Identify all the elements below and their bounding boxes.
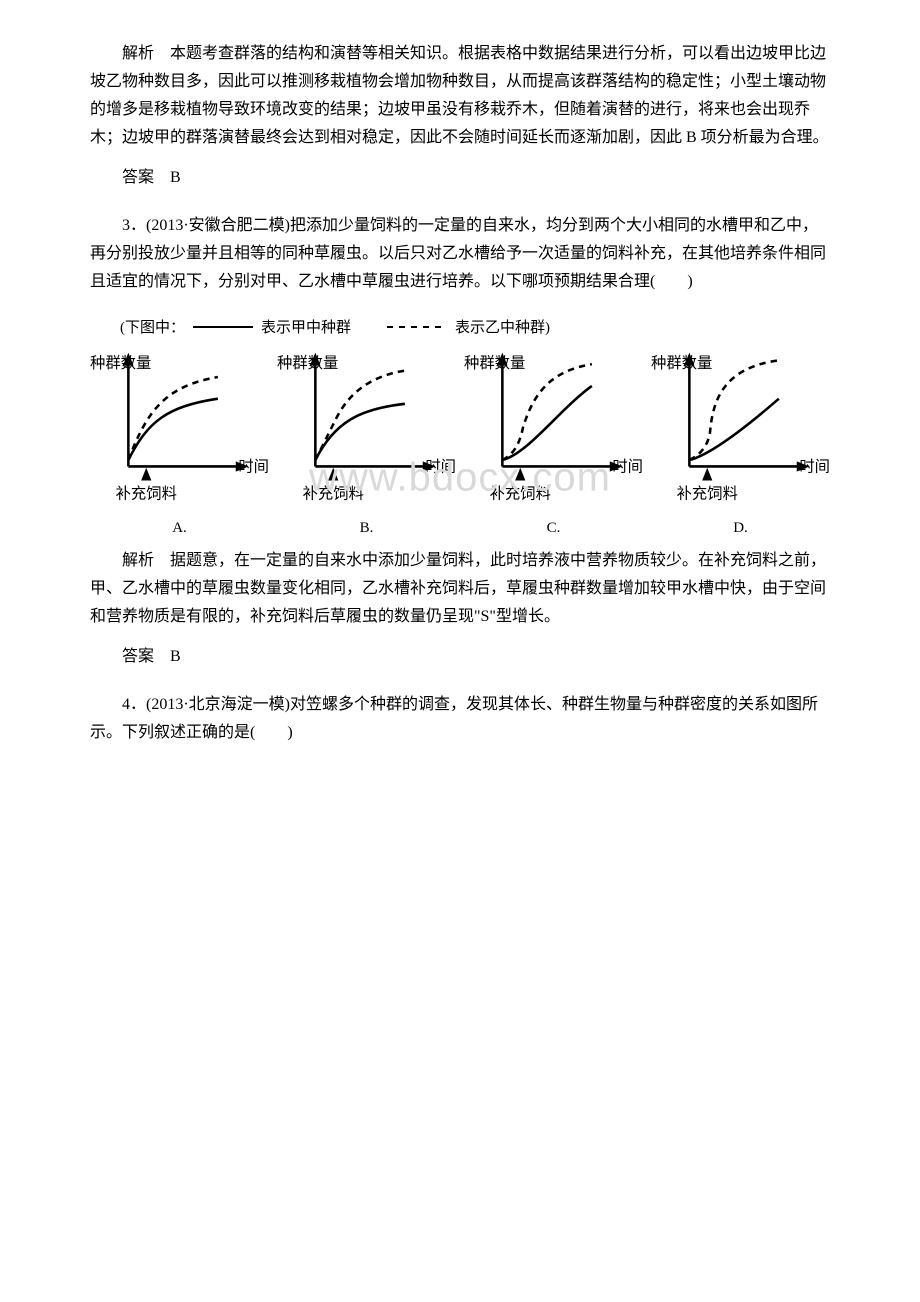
charts-row: 种群数量时间补充饲料A.种群数量时间补充饲料B.种群数量时间补充饲料C.种群数量… xyxy=(90,345,830,537)
svg-text:时间: 时间 xyxy=(799,459,830,476)
figure-q3: (下图中： 表示甲中种群 表示乙中种群) www.bdocx.com 种群数量时… xyxy=(90,316,830,537)
legend-prefix: (下图中： xyxy=(120,316,185,337)
svg-text:补充饲料: 补充饲料 xyxy=(677,485,738,502)
question-3: 3．(2013·安徽合肥二模)把添加少量饲料的一定量的自来水，均分到两个大小相同… xyxy=(90,212,830,296)
svg-text:补充饲料: 补充饲料 xyxy=(303,485,364,502)
svg-text:时间: 时间 xyxy=(612,459,643,476)
chart-option-c: 种群数量时间补充饲料 C. xyxy=(464,345,643,537)
legend-dashed-label: 表示乙中种群) xyxy=(455,316,550,337)
svg-text:时间: 时间 xyxy=(238,459,269,476)
svg-text:补充饲料: 补充饲料 xyxy=(116,485,177,502)
option-label-d: D. xyxy=(733,520,748,537)
legend-solid-label: 表示甲中种群 xyxy=(261,316,351,337)
answer-1: 答案 B xyxy=(90,164,830,192)
option-label-b: B. xyxy=(360,520,374,537)
svg-text:种群数量: 种群数量 xyxy=(651,355,712,372)
svg-text:时间: 时间 xyxy=(425,459,456,476)
option-label-c: C. xyxy=(547,520,561,537)
svg-text:种群数量: 种群数量 xyxy=(277,355,338,372)
svg-text:种群数量: 种群数量 xyxy=(90,355,151,372)
answer-3: 答案 B xyxy=(90,643,830,671)
svg-text:补充饲料: 补充饲料 xyxy=(490,485,551,502)
chart-option-a: 种群数量时间补充饲料 A. xyxy=(90,345,269,537)
chart-option-d: 种群数量时间补充饲料 D. xyxy=(651,345,830,537)
legend-solid-line xyxy=(193,326,253,328)
legend-dashed-line xyxy=(387,326,447,328)
chart-option-b: 种群数量时间补充饲料 B. xyxy=(277,345,456,537)
analysis-paragraph-3: 解析 据题意，在一定量的自来水中添加少量饲料，此时培养液中营养物质较少。在补充饲… xyxy=(90,547,830,631)
option-label-a: A. xyxy=(172,520,187,537)
svg-text:种群数量: 种群数量 xyxy=(464,355,525,372)
question-4: 4．(2013·北京海淀一模)对笠螺多个种群的调查，发现其体长、种群生物量与种群… xyxy=(90,691,830,747)
chart-legend: (下图中： 表示甲中种群 表示乙中种群) xyxy=(90,316,830,337)
analysis-paragraph-1: 解析 本题考查群落的结构和演替等相关知识。根据表格中数据结果进行分析，可以看出边… xyxy=(90,40,830,152)
